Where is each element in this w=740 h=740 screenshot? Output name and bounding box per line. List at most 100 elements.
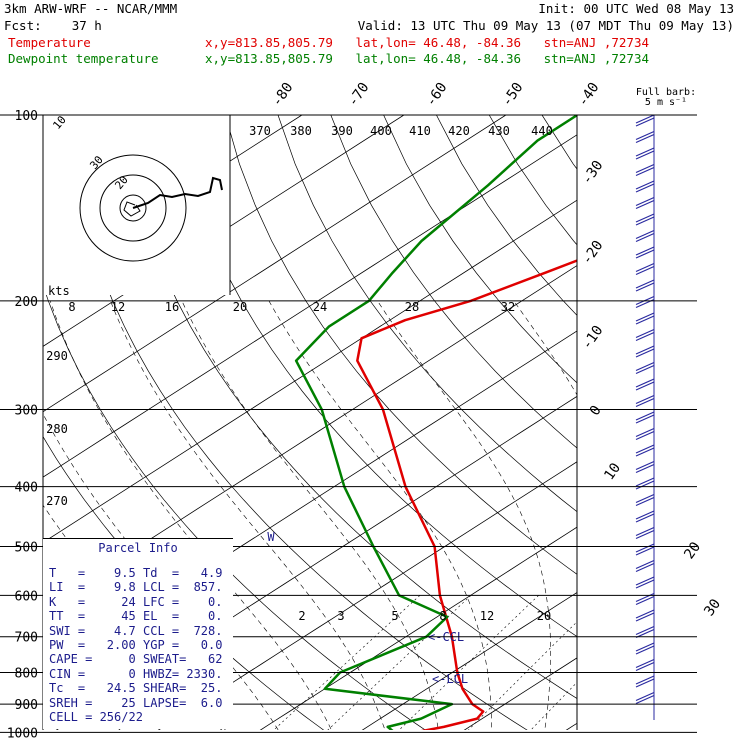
- dry-adiabat-line: [277, 115, 577, 513]
- theta-label: 380: [290, 124, 312, 138]
- isotherm-label: -60: [423, 80, 451, 110]
- pressure-tick-label: 500: [15, 541, 38, 556]
- mixing-ratio-label: 8: [439, 609, 446, 623]
- hodograph-ring: [119, 194, 147, 222]
- wind-barb: [635, 427, 655, 438]
- wind-barb-tick: [635, 513, 655, 523]
- wind-barb-tick: [635, 694, 655, 705]
- wind-barb-tick: [635, 232, 655, 243]
- wind-barb-tick: [635, 645, 655, 655]
- parcel-row-left: SREH = 25: [49, 695, 136, 710]
- wind-barb-tick: [635, 249, 655, 259]
- moist-adiabat-line: [377, 300, 552, 730]
- dry-adiabat-line: [595, 115, 740, 740]
- parcel-row: SREH = 25 LAPSE= 6.0: [43, 696, 233, 710]
- wind-barb: [635, 460, 655, 471]
- valid-time: Valid: 13 UTC Thu 09 May 13 (07 MDT Thu …: [357, 18, 734, 33]
- isotherm-label: 30: [701, 596, 724, 619]
- mixing-ratio-line: [468, 621, 577, 730]
- temperature-info: x,y=813.85,805.79 lat,lon= 46.48, -84.36…: [205, 35, 650, 50]
- parcel-row-right: EL = 0.: [143, 609, 223, 624]
- parcel-row-right: Td = 4.9: [143, 566, 223, 580]
- temperature-label: Temperature: [8, 35, 91, 50]
- mixing-ratio-label: 2: [298, 609, 305, 623]
- dry-adiabat-line: [488, 115, 577, 246]
- mixing-ratio-label: 5: [391, 609, 398, 623]
- wind-barb-tick: [635, 216, 655, 226]
- parcel-row: T = 9.5 Td = 4.9: [43, 566, 233, 580]
- dry-adiabat-line: [330, 115, 577, 449]
- parcel-info-panel: Parcel Info T = 9.5 Td = 4.9 LI = 9.8 LCL =…: [43, 538, 233, 729]
- wind-barb: [635, 658, 655, 669]
- parcel-row: CAPE = 0 SWEAT= 62: [43, 652, 233, 666]
- wind-barb-tick: [635, 612, 655, 622]
- parcel-row: CIN = 0 HWBZ= 2330.: [43, 667, 233, 681]
- theta-label: 400: [370, 124, 392, 138]
- wind-barb-tick: [635, 463, 655, 474]
- isotherm-label: -30: [579, 158, 607, 188]
- hodograph-speed-label: 20: [233, 300, 247, 314]
- wind-barb-tick: [635, 117, 655, 127]
- w-marker: W: [267, 530, 275, 544]
- wind-barb-tick: [635, 447, 655, 457]
- wind-barb: [635, 345, 655, 355]
- wind-barb: [635, 279, 655, 289]
- isotherm-line: [644, 115, 740, 740]
- isotherm-line: [361, 592, 577, 730]
- wind-barb-tick: [635, 480, 655, 490]
- parcel-row-left: T = 9.5: [49, 566, 136, 580]
- wind-barb: [635, 196, 655, 207]
- dry-adiabat-line: [66, 115, 528, 730]
- dewpoint-info: x,y=813.85,805.79 lat,lon= 46.48, -84.36…: [205, 51, 650, 66]
- init-time: Init: 00 UTC Wed 08 May 13: [538, 1, 734, 16]
- isotherm-label: -20: [579, 238, 607, 268]
- theta-label: 440: [531, 124, 553, 138]
- parcel-row-right: LAPSE= 6.0: [143, 695, 223, 710]
- moist-adiabat-line: [110, 300, 386, 730]
- parcel-row: LI = 9.8 LCL = 857.: [43, 580, 233, 594]
- barb-legend-line1: Full barb:: [636, 87, 696, 98]
- wind-barb-tick: [635, 562, 655, 573]
- parcel-row: TT = 45 EL = 0.: [43, 609, 233, 623]
- wind-barb-tick: [635, 546, 655, 556]
- wind-barb: [635, 559, 655, 570]
- wind-barb-tick: [635, 496, 655, 507]
- wind-barb-tick: [635, 397, 655, 408]
- theta-label: 270: [46, 494, 68, 508]
- wind-barb: [635, 411, 655, 421]
- parcel-row-left: PW = 2.00: [49, 637, 136, 652]
- dry-adiabat-line: [436, 115, 577, 316]
- wind-barb-tick: [635, 628, 655, 639]
- parcel-row-right: LFC = 0.: [143, 594, 223, 609]
- wind-barb: [635, 477, 655, 487]
- parcel-row-left: CAPE = 0: [49, 652, 136, 667]
- isotherm-line: [565, 722, 577, 730]
- isotherm-label: -40: [575, 80, 603, 110]
- wind-barb-tick: [635, 315, 655, 325]
- mixing-ratio-line: [273, 595, 421, 730]
- dry-adiabat-line: [383, 115, 577, 384]
- pressure-tick-label: 900: [15, 698, 38, 713]
- pressure-tick-label: 700: [15, 631, 38, 646]
- parcel-row: CELL = 256/22: [43, 710, 233, 724]
- moist-adiabat-line: [644, 301, 716, 740]
- temperature-curve: [356, 259, 577, 730]
- hodograph-speed-label: 28: [405, 300, 419, 314]
- wind-barb: [635, 543, 655, 553]
- parcel-row-left: K = 24: [49, 594, 136, 609]
- wind-barb-tick: [635, 331, 655, 342]
- parcel-row-right: HWBZ= 2330.: [143, 666, 223, 681]
- dewpoint-label: Dewpoint temperature: [8, 51, 159, 66]
- wind-barb-tick: [635, 381, 655, 391]
- pressure-tick-label: 1000: [7, 726, 38, 740]
- wind-barb-tick: [635, 199, 655, 210]
- parcel-row-left: Tc = 24.5: [49, 681, 136, 696]
- dry-adiabat-line: [224, 115, 577, 575]
- wind-barb-tick: [635, 661, 655, 672]
- theta-label: 410: [409, 124, 431, 138]
- moist-adiabat-line: [49, 300, 332, 730]
- hodograph-trace: [132, 176, 223, 209]
- parcel-row-right: SHEAR= 25.: [143, 681, 223, 696]
- dry-adiabat-line: [648, 115, 740, 740]
- hodograph-star: [123, 201, 141, 217]
